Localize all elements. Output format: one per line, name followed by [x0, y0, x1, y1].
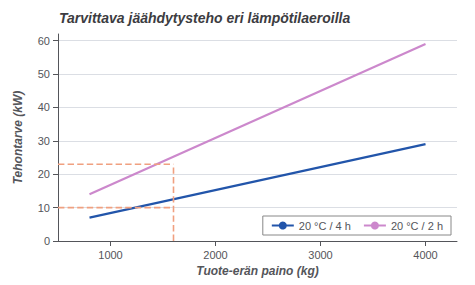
svg-text:30: 30	[38, 135, 50, 147]
svg-text:Tehontarve (kW): Tehontarve (kW)	[11, 91, 25, 185]
svg-text:20: 20	[38, 168, 50, 180]
svg-text:0: 0	[44, 235, 50, 247]
svg-text:50: 50	[38, 68, 50, 80]
svg-text:4000: 4000	[413, 249, 437, 261]
svg-text:1000: 1000	[98, 249, 122, 261]
svg-text:Tuote-erän paino (kg): Tuote-erän paino (kg)	[196, 264, 318, 278]
svg-text:40: 40	[38, 101, 50, 113]
svg-text:3000: 3000	[308, 249, 332, 261]
svg-text:20 °C / 2 h: 20 °C / 2 h	[391, 220, 443, 232]
svg-text:Tarvittava jäähdytysteho eri l: Tarvittava jäähdytysteho eri lämpötilaer…	[59, 10, 350, 26]
svg-text:10: 10	[38, 202, 50, 214]
svg-text:2000: 2000	[203, 249, 227, 261]
svg-text:20 °C / 4 h: 20 °C / 4 h	[299, 220, 351, 232]
svg-text:60: 60	[38, 35, 50, 47]
